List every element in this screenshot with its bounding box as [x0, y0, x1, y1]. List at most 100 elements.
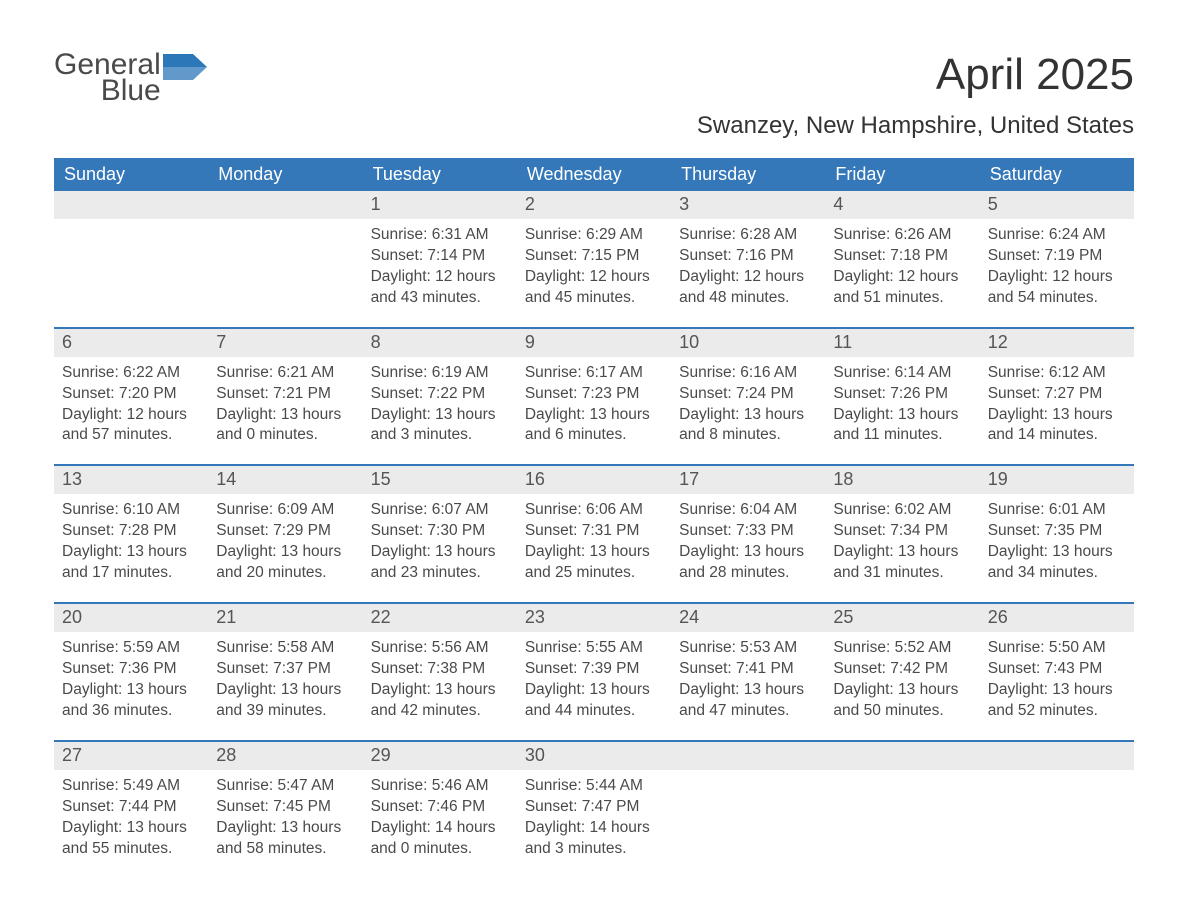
week-row: 20Sunrise: 5:59 AMSunset: 7:36 PMDayligh…: [54, 602, 1134, 740]
sunset-line: Sunset: 7:19 PM: [988, 246, 1126, 267]
daylight-line: Daylight: 13 hours and 34 minutes.: [988, 542, 1126, 584]
date-number: 21: [208, 604, 362, 632]
day-cell: [54, 191, 208, 327]
daylight-line: Daylight: 13 hours and 17 minutes.: [62, 542, 200, 584]
date-number: 26: [980, 604, 1134, 632]
day-cell: 10Sunrise: 6:16 AMSunset: 7:24 PMDayligh…: [671, 329, 825, 465]
sunset-line: Sunset: 7:37 PM: [216, 659, 354, 680]
date-number: 13: [54, 466, 208, 494]
sunrise-line: Sunrise: 5:49 AM: [62, 776, 200, 797]
sunrise-line: Sunrise: 5:53 AM: [679, 638, 817, 659]
sunset-line: Sunset: 7:23 PM: [525, 384, 663, 405]
day-info: Sunrise: 6:04 AMSunset: 7:33 PMDaylight:…: [671, 494, 825, 584]
day-cell: 26Sunrise: 5:50 AMSunset: 7:43 PMDayligh…: [980, 604, 1134, 740]
daylight-line: Daylight: 13 hours and 36 minutes.: [62, 680, 200, 722]
day-info: Sunrise: 6:01 AMSunset: 7:35 PMDaylight:…: [980, 494, 1134, 584]
daylight-line: Daylight: 13 hours and 6 minutes.: [525, 405, 663, 447]
sunset-line: Sunset: 7:43 PM: [988, 659, 1126, 680]
day-header-row: SundayMondayTuesdayWednesdayThursdayFrid…: [54, 158, 1134, 191]
sunrise-line: Sunrise: 6:22 AM: [62, 363, 200, 384]
date-number: [671, 742, 825, 770]
day-info: Sunrise: 5:56 AMSunset: 7:38 PMDaylight:…: [363, 632, 517, 722]
daylight-line: Daylight: 13 hours and 8 minutes.: [679, 405, 817, 447]
day-info: Sunrise: 5:49 AMSunset: 7:44 PMDaylight:…: [54, 770, 208, 860]
date-number: 23: [517, 604, 671, 632]
date-number: 10: [671, 329, 825, 357]
date-number: 15: [363, 466, 517, 494]
sunset-line: Sunset: 7:30 PM: [371, 521, 509, 542]
day-info: Sunrise: 6:29 AMSunset: 7:15 PMDaylight:…: [517, 219, 671, 309]
week-row: 27Sunrise: 5:49 AMSunset: 7:44 PMDayligh…: [54, 740, 1134, 878]
day-cell: 27Sunrise: 5:49 AMSunset: 7:44 PMDayligh…: [54, 742, 208, 878]
day-cell: 1Sunrise: 6:31 AMSunset: 7:14 PMDaylight…: [363, 191, 517, 327]
date-number: [208, 191, 362, 219]
daylight-line: Daylight: 13 hours and 42 minutes.: [371, 680, 509, 722]
month-title: April 2025: [697, 50, 1134, 100]
sunset-line: Sunset: 7:45 PM: [216, 797, 354, 818]
date-number: 6: [54, 329, 208, 357]
sunset-line: Sunset: 7:14 PM: [371, 246, 509, 267]
date-number: 29: [363, 742, 517, 770]
day-info: Sunrise: 5:52 AMSunset: 7:42 PMDaylight:…: [825, 632, 979, 722]
daylight-line: Daylight: 12 hours and 54 minutes.: [988, 267, 1126, 309]
daylight-line: Daylight: 13 hours and 44 minutes.: [525, 680, 663, 722]
day-header: Tuesday: [363, 158, 517, 191]
day-info: Sunrise: 6:12 AMSunset: 7:27 PMDaylight:…: [980, 357, 1134, 447]
sunrise-line: Sunrise: 6:09 AM: [216, 500, 354, 521]
day-info: Sunrise: 6:26 AMSunset: 7:18 PMDaylight:…: [825, 219, 979, 309]
header: General Blue April 2025 Swanzey, New Ham…: [54, 50, 1134, 140]
sunrise-line: Sunrise: 6:10 AM: [62, 500, 200, 521]
sunrise-line: Sunrise: 6:06 AM: [525, 500, 663, 521]
week-row: 1Sunrise: 6:31 AMSunset: 7:14 PMDaylight…: [54, 191, 1134, 327]
day-cell: 6Sunrise: 6:22 AMSunset: 7:20 PMDaylight…: [54, 329, 208, 465]
daylight-line: Daylight: 13 hours and 39 minutes.: [216, 680, 354, 722]
sunrise-line: Sunrise: 6:19 AM: [371, 363, 509, 384]
day-info: Sunrise: 6:10 AMSunset: 7:28 PMDaylight:…: [54, 494, 208, 584]
sunset-line: Sunset: 7:27 PM: [988, 384, 1126, 405]
sunrise-line: Sunrise: 6:21 AM: [216, 363, 354, 384]
daylight-line: Daylight: 13 hours and 0 minutes.: [216, 405, 354, 447]
calendar: SundayMondayTuesdayWednesdayThursdayFrid…: [54, 158, 1134, 877]
sunset-line: Sunset: 7:16 PM: [679, 246, 817, 267]
day-cell: [825, 742, 979, 878]
sunrise-line: Sunrise: 6:17 AM: [525, 363, 663, 384]
day-info: Sunrise: 6:06 AMSunset: 7:31 PMDaylight:…: [517, 494, 671, 584]
day-header: Saturday: [980, 158, 1134, 191]
day-info: Sunrise: 6:28 AMSunset: 7:16 PMDaylight:…: [671, 219, 825, 309]
date-number: 25: [825, 604, 979, 632]
day-header: Wednesday: [517, 158, 671, 191]
day-cell: 18Sunrise: 6:02 AMSunset: 7:34 PMDayligh…: [825, 466, 979, 602]
daylight-line: Daylight: 13 hours and 58 minutes.: [216, 818, 354, 860]
daylight-line: Daylight: 13 hours and 52 minutes.: [988, 680, 1126, 722]
sunset-line: Sunset: 7:36 PM: [62, 659, 200, 680]
sunset-line: Sunset: 7:39 PM: [525, 659, 663, 680]
daylight-line: Daylight: 13 hours and 55 minutes.: [62, 818, 200, 860]
sunrise-line: Sunrise: 5:59 AM: [62, 638, 200, 659]
date-number: 14: [208, 466, 362, 494]
sunrise-line: Sunrise: 6:28 AM: [679, 225, 817, 246]
day-header: Monday: [208, 158, 362, 191]
date-number: 16: [517, 466, 671, 494]
day-cell: 29Sunrise: 5:46 AMSunset: 7:46 PMDayligh…: [363, 742, 517, 878]
day-cell: [208, 191, 362, 327]
sunrise-line: Sunrise: 6:07 AM: [371, 500, 509, 521]
day-info: Sunrise: 6:22 AMSunset: 7:20 PMDaylight:…: [54, 357, 208, 447]
day-info: Sunrise: 6:07 AMSunset: 7:30 PMDaylight:…: [363, 494, 517, 584]
daylight-line: Daylight: 14 hours and 0 minutes.: [371, 818, 509, 860]
day-header: Sunday: [54, 158, 208, 191]
day-cell: 11Sunrise: 6:14 AMSunset: 7:26 PMDayligh…: [825, 329, 979, 465]
week-row: 13Sunrise: 6:10 AMSunset: 7:28 PMDayligh…: [54, 464, 1134, 602]
date-number: 28: [208, 742, 362, 770]
location-text: Swanzey, New Hampshire, United States: [697, 112, 1134, 140]
sunrise-line: Sunrise: 5:46 AM: [371, 776, 509, 797]
day-info: Sunrise: 5:53 AMSunset: 7:41 PMDaylight:…: [671, 632, 825, 722]
day-cell: 17Sunrise: 6:04 AMSunset: 7:33 PMDayligh…: [671, 466, 825, 602]
date-number: 17: [671, 466, 825, 494]
title-block: April 2025 Swanzey, New Hampshire, Unite…: [697, 50, 1134, 140]
day-cell: [980, 742, 1134, 878]
day-cell: 22Sunrise: 5:56 AMSunset: 7:38 PMDayligh…: [363, 604, 517, 740]
day-info: Sunrise: 5:44 AMSunset: 7:47 PMDaylight:…: [517, 770, 671, 860]
day-info: Sunrise: 6:17 AMSunset: 7:23 PMDaylight:…: [517, 357, 671, 447]
sunset-line: Sunset: 7:29 PM: [216, 521, 354, 542]
daylight-line: Daylight: 13 hours and 25 minutes.: [525, 542, 663, 584]
